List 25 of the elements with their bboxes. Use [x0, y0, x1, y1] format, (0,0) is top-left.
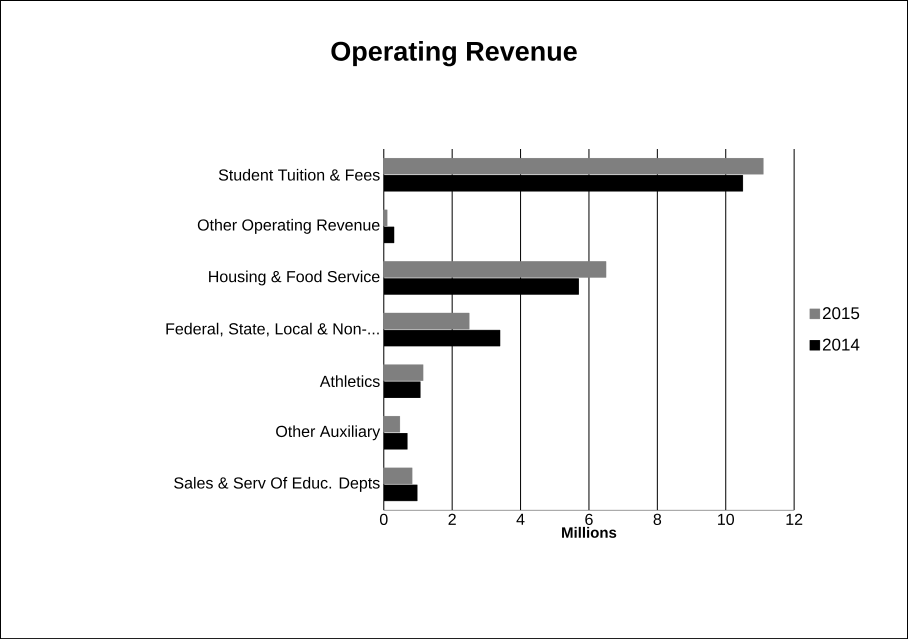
- legend-label: 2014: [822, 338, 860, 351]
- bar: [384, 416, 400, 432]
- x-axis-title: Millions: [562, 526, 616, 538]
- x-tick-label: 12: [786, 514, 802, 525]
- bar: [384, 261, 606, 278]
- x-tick-label: 8: [654, 514, 662, 525]
- x-tick-label: 2: [448, 514, 456, 525]
- y-tick-label: Federal, State, Local & Non-...: [166, 322, 379, 336]
- y-tick-label: Sales & Serv Of Educ. Depts: [174, 476, 380, 492]
- y-tick-label: Athletics: [320, 375, 380, 387]
- bar: [384, 468, 412, 484]
- y-tick-label: Housing & Food Service: [209, 270, 380, 286]
- bar: [384, 210, 388, 226]
- x-tick-label: 6: [585, 514, 593, 525]
- x-tick-label: 4: [516, 514, 525, 525]
- bar: [384, 364, 424, 381]
- y-tick-label: Other Auxiliary: [276, 425, 380, 440]
- chart-title: Operating Revenue: [331, 40, 577, 66]
- y-tick-label: Student Tuition & Fees: [218, 168, 380, 181]
- bar: [384, 312, 470, 330]
- bar: [384, 158, 764, 174]
- x-tick-label: 0: [380, 514, 388, 525]
- legend-label: 2015: [822, 307, 860, 320]
- y-tick-label: Other Operating Revenue: [198, 218, 380, 234]
- x-tick-label: 10: [718, 514, 734, 525]
